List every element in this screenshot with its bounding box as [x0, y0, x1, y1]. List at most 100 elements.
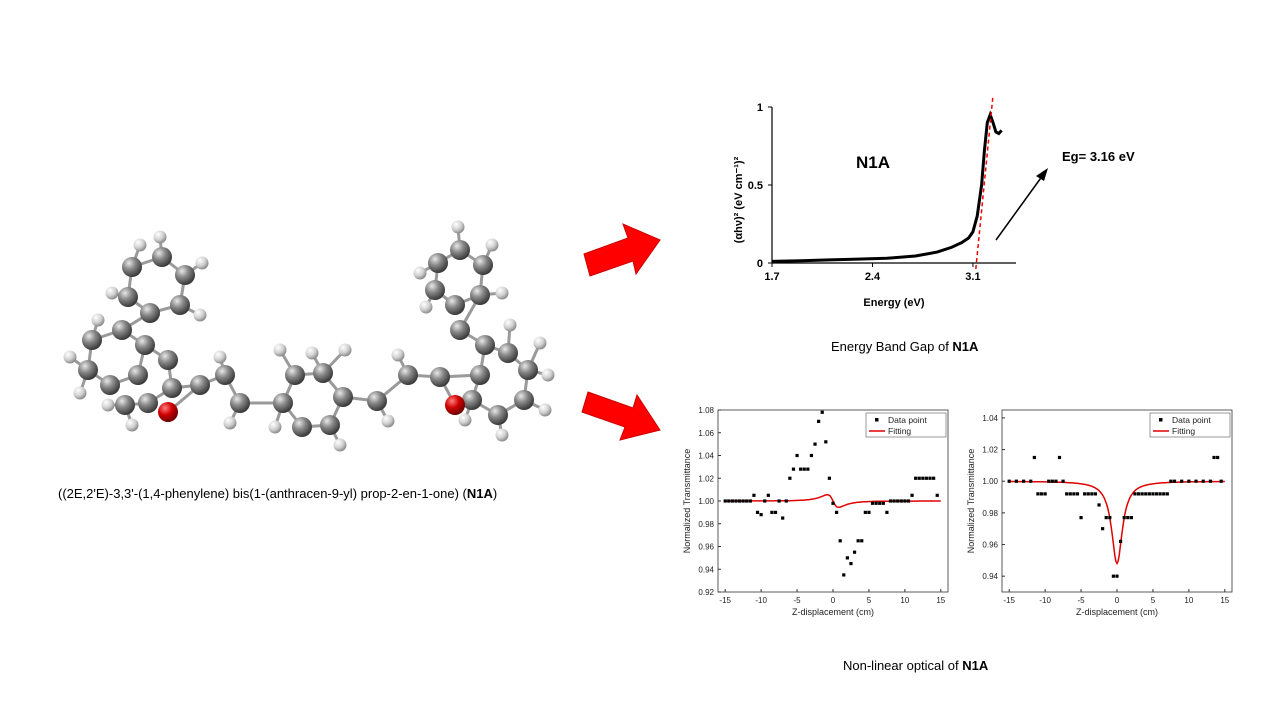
hydrogen-atom	[391, 348, 405, 362]
nlo-legend-marker-data	[875, 418, 879, 422]
carbon-atom	[140, 303, 160, 323]
band-gap-caption-prefix: Energy Band Gap of	[831, 339, 953, 354]
nlo-data-point	[1075, 492, 1080, 496]
band-gap-y-label: (αhν)² (eV cm⁻¹)²	[733, 156, 745, 243]
carbon-atom	[320, 415, 340, 435]
nlo-data-point	[737, 499, 742, 503]
nlo-y-tick-label: 1.02	[698, 474, 714, 483]
nlo-data-point	[1151, 492, 1155, 496]
nlo-data-point	[1201, 479, 1205, 483]
band-gap-caption-bold: N1A	[952, 339, 979, 354]
hydrogen-atom	[153, 230, 167, 244]
carbon-atom	[514, 390, 534, 410]
nlo-legend-data-label: Data point	[888, 415, 927, 425]
nlo-legend	[865, 412, 947, 438]
band-gap-inset-label: N1A	[856, 153, 890, 172]
nlo-legend-fit-label: Fitting	[1172, 426, 1195, 436]
nlo-data-point	[924, 476, 929, 480]
nlo-data-point	[1194, 479, 1198, 483]
carbon-atom	[285, 365, 305, 385]
nlo-x-tick-label: 5	[1151, 596, 1156, 605]
nlo-x-tick-label: -10	[1039, 596, 1051, 605]
nlo-data-point	[1014, 479, 1018, 483]
nlo-data-point	[888, 499, 893, 503]
carbon-atom	[100, 375, 120, 395]
nlo-data-point	[1165, 492, 1169, 496]
nlo-data-point	[1090, 492, 1094, 496]
nlo-data-point	[1169, 479, 1173, 483]
hydrogen-atom	[503, 318, 517, 332]
carbon-atom	[152, 247, 172, 267]
nlo-data-point	[1208, 479, 1213, 483]
nlo-data-point	[928, 476, 932, 480]
nlo-x-tick-label: 10	[900, 596, 909, 605]
nlo-x-label: Z-displacement (cm)	[792, 607, 874, 617]
arrow-shape	[583, 223, 661, 277]
hydrogen-atom	[485, 238, 499, 252]
nlo-y-tick-label: 1.04	[982, 414, 998, 423]
nlo-data-point	[741, 499, 745, 503]
nlo-data-point	[845, 556, 849, 560]
nlo-x-tick-label: -5	[794, 596, 802, 605]
oxygen-atom	[445, 395, 465, 415]
nlo-y-tick-label: 0.98	[982, 509, 998, 518]
nlo-data-point	[813, 442, 817, 446]
nlo-x-tick-label: 15	[936, 596, 945, 605]
nlo-data-point	[1032, 455, 1036, 460]
nlo-data-point	[1039, 492, 1044, 496]
hydrogen-atom	[413, 266, 427, 280]
nlo-data-point	[935, 493, 939, 497]
molecule-caption: ((2E,2'E)-3,3'-(1,4-phenylene) bis(1-(an…	[58, 486, 497, 501]
arrow-to-band-gap	[583, 223, 661, 277]
nlo-x-tick-label: -5	[1078, 596, 1086, 605]
nlo-y-tick-label: 0.98	[698, 520, 714, 529]
band-gap-x-tick-label: 3.1	[965, 271, 980, 283]
nlo-data-point	[1122, 516, 1126, 520]
nlo-x-tick-label: -15	[719, 596, 731, 605]
nlo-data-point	[1079, 516, 1083, 520]
carbon-atom	[333, 387, 353, 407]
nlo-data-point	[1007, 479, 1011, 483]
carbon-atom	[475, 335, 495, 355]
carbon-atom	[175, 265, 195, 285]
carbon-atom	[135, 335, 155, 355]
nlo-data-point	[799, 467, 803, 471]
hydrogen-atom	[195, 256, 209, 270]
nlo-data-point	[842, 573, 846, 577]
nlo-x-tick-label: 10	[1184, 596, 1193, 605]
nlo-y-label: Normalized Transmittance	[966, 449, 976, 554]
hydrogen-atom	[305, 346, 319, 360]
nlo-y-tick-label: 1.00	[698, 497, 714, 506]
carbon-atom	[118, 287, 138, 307]
nlo-data-point	[1097, 503, 1101, 507]
nlo-y-tick-label: 0.92	[698, 588, 714, 597]
hydrogen-atom	[495, 428, 509, 442]
nlo-data-point	[773, 510, 778, 514]
nlo-y-tick-label: 0.96	[698, 543, 714, 552]
carbon-atom	[462, 390, 482, 410]
nlo-data-point	[766, 493, 770, 497]
eg-label: Eg= 3.16 eV	[1062, 149, 1135, 164]
nlo-y-tick-label: 1.02	[982, 446, 998, 455]
band-gap-ticks: 1.7 2.4 3.1 0 0.5 1	[748, 102, 981, 283]
nlo-data-point	[1115, 574, 1119, 578]
carbon-atom	[430, 367, 450, 387]
nlo-data-point	[867, 510, 871, 514]
nlo-data-point	[834, 510, 839, 514]
carbon-atom	[78, 360, 98, 380]
nlo-x-tick-label: -15	[1003, 596, 1015, 605]
nlo-legend-data-label: Data point	[1172, 415, 1211, 425]
nlo-data-point	[903, 499, 907, 503]
hydrogen-atom	[105, 286, 119, 300]
hydrogen-atom	[213, 350, 227, 364]
carbon-atom	[158, 350, 178, 370]
nlo-legend-fit-label: Fitting	[888, 426, 911, 436]
nlo-data-point	[1187, 479, 1191, 483]
arrow-to-nlo	[581, 391, 661, 441]
hydrogen-atom	[381, 414, 395, 428]
nlo-chart-open-aperture: -15 -10 -5 0 5 10 15 0.92 0.94 0.96 0.98 1.00 1.02 1.…	[682, 406, 949, 617]
nlo-data-point	[1219, 479, 1223, 483]
nlo-data-point	[755, 510, 760, 514]
band-gap-caption: Energy Band Gap of N1A	[831, 339, 978, 354]
eg-pointer-head	[1036, 168, 1048, 181]
